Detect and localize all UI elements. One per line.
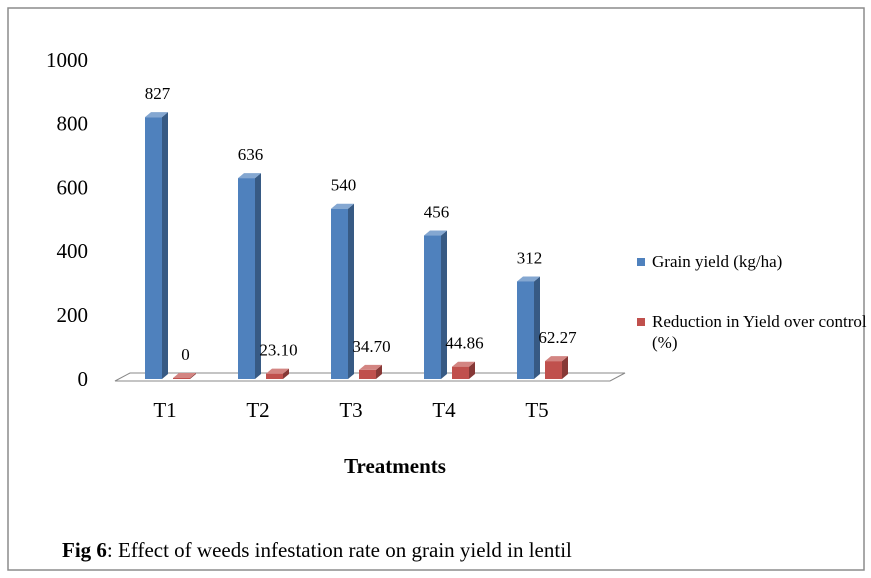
legend-label: Reduction in Yield over control (%) [652,312,867,352]
bar-side [469,361,475,379]
bar [238,178,255,379]
data-label: 62.27 [538,328,577,347]
data-label: 827 [145,84,171,103]
caption: Fig 6: Effect of weeds infestation rate … [62,538,572,562]
bar [545,361,562,379]
data-label: 0 [181,345,190,364]
x-tick-label: T5 [525,398,548,422]
bar-top [173,373,196,378]
y-tick-label: 400 [57,239,89,263]
caption-text: : Effect of weeds infestation rate on gr… [107,538,572,562]
data-label: 636 [238,145,264,164]
legend-label: Grain yield (kg/ha) [652,252,783,271]
x-tick-label: T2 [246,398,269,422]
x-tick-label: T3 [339,398,362,422]
bar-side [534,276,540,379]
bar [173,378,190,379]
y-tick-label: 600 [57,175,89,199]
legend-swatch [637,258,645,266]
data-label: 456 [424,202,450,221]
bar-top [266,368,289,374]
bar-side [162,112,168,379]
y-tick-label: 0 [78,367,89,391]
legend-swatch [637,318,645,326]
y-tick-label: 800 [57,112,89,136]
data-label: 34.70 [352,337,390,356]
bar-top [545,356,568,362]
bar-side [255,173,261,379]
bar-side [283,368,289,379]
caption-label: Fig 6 [62,538,107,562]
bar [145,117,162,379]
data-label: 312 [517,248,543,267]
bar-top [238,173,261,179]
data-label: 540 [331,176,357,195]
bar-top [359,364,382,370]
bar [331,208,348,379]
bar-side [190,373,196,379]
bar-top [145,112,168,118]
y-tick-label: 200 [57,303,89,327]
bar [424,235,441,379]
bar-top [331,203,354,209]
bar-top [424,230,447,236]
bar [359,369,376,379]
bar [266,373,283,379]
bar-side [348,203,354,379]
bar-top [517,276,540,282]
bar-side [441,230,447,379]
bar [452,366,469,379]
y-tick-label: 1000 [46,48,88,72]
x-axis-label: Treatments [344,454,446,478]
bar [517,281,534,379]
bar-side [376,364,382,379]
bar-side [562,356,568,379]
bar-top [452,361,475,367]
data-label: 23.10 [259,341,297,360]
x-tick-label: T1 [153,398,176,422]
data-label: 44.86 [445,334,483,353]
x-tick-label: T4 [432,398,456,422]
